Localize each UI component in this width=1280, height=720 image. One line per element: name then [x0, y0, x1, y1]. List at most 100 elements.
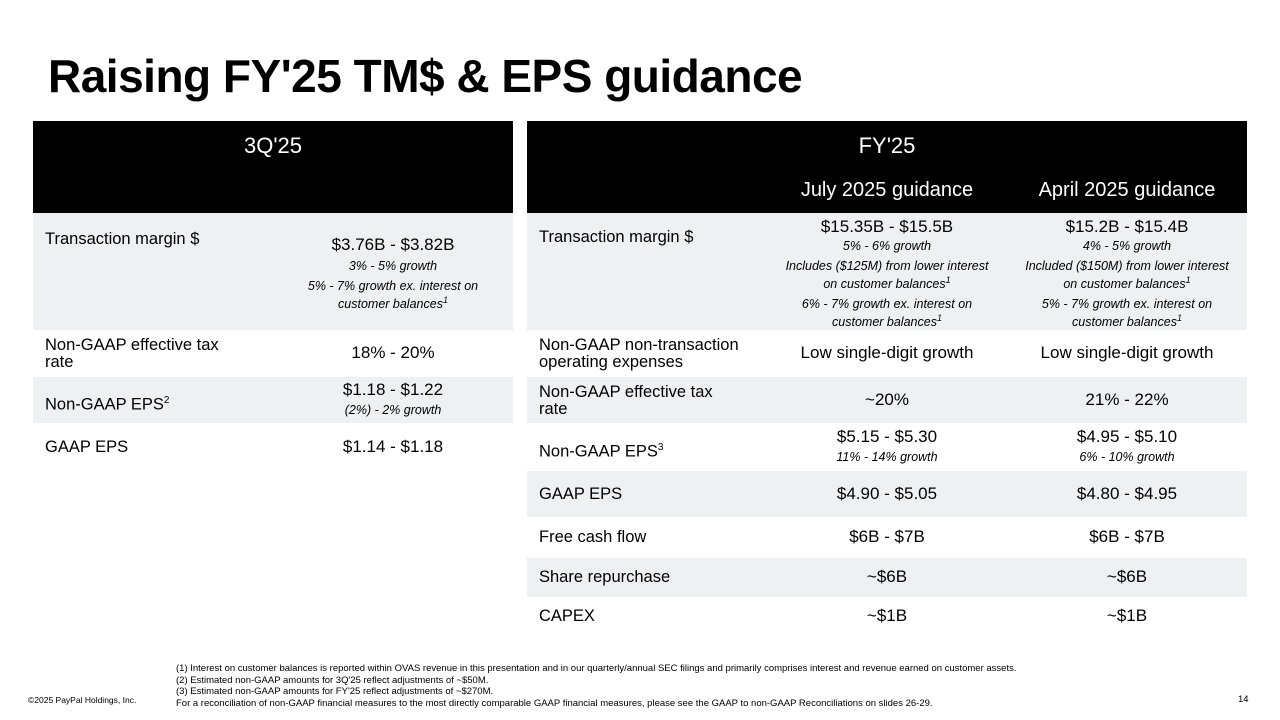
july-value-cell: ~$6B: [866, 567, 908, 586]
growth-note: 4% - 5% growth: [1082, 239, 1172, 253]
copyright: ©2025 PayPal Holdings, Inc.: [28, 695, 137, 705]
quarter-header: 3Q'25: [33, 121, 513, 213]
fiscal-year-header: FY'25 July 2025 guidance April 2025 guid…: [527, 121, 1247, 213]
note-text: customer balances: [338, 297, 443, 312]
footnote-2: (2) Estimated non-GAAP amounts for 3Q'25…: [176, 674, 489, 686]
april-value-cell: ~$6B: [1106, 567, 1148, 586]
reconciliation-note: For a reconciliation of non-GAAP financi…: [176, 697, 933, 709]
table-row-effective-tax-rate: Non-GAAP effective tax rate 18% - 20%: [33, 330, 513, 377]
july-value-cell: ~$1B: [866, 606, 908, 625]
footnote-ref: 1: [1176, 313, 1182, 324]
july-value-cell: Low single-digit growth: [800, 343, 974, 362]
note-text: customer balances: [1072, 315, 1177, 330]
row-label: Non-GAAP non-transaction operating expen…: [539, 337, 739, 371]
growth-note: 6% - 10% growth: [1079, 450, 1175, 464]
table-row-non-gaap-eps: Non-GAAP EPS2 $1.18 - $1.22 (2%) - 2% gr…: [33, 377, 513, 423]
value-cell: 18% - 20%: [351, 343, 435, 362]
row-label-line: Non-GAAP non-transaction: [539, 336, 739, 354]
value-cell: $1.18 - $1.22 (2%) - 2% growth: [273, 380, 513, 417]
row-label-line: rate: [45, 353, 74, 371]
table-row-capex: CAPEX ~$1B ~$1B: [527, 597, 1247, 637]
row-label-line: rate: [539, 400, 568, 418]
column-header-april-guidance: April 2025 guidance: [1038, 179, 1216, 201]
row-label: Non-GAAP effective tax rate: [45, 337, 219, 371]
april-value-cell: ~$1B: [1106, 606, 1148, 625]
row-label: Non-GAAP effective tax rate: [539, 384, 713, 418]
column-header-july-guidance: July 2025 guidance: [800, 179, 974, 201]
row-label: Free cash flow: [539, 528, 647, 546]
footnotes: (1) Interest on customer balances is rep…: [176, 663, 1206, 709]
july-value-cell: $5.15 - $5.30 11% - 14% growth: [767, 427, 1007, 464]
row-label: GAAP EPS: [539, 485, 623, 503]
value-text: $3.76B - $3.82B: [331, 235, 455, 254]
footnote-ref: 1: [1185, 275, 1191, 285]
row-label: Transaction margin $: [45, 230, 200, 248]
july-value-cell: $6B - $7B: [849, 527, 925, 546]
table-row-non-gaap-eps: Non-GAAP EPS3 $5.15 - $5.30 11% - 14% gr…: [527, 423, 1247, 471]
table-row-non-transaction-opex: Non-GAAP non-transaction operating expen…: [527, 330, 1247, 377]
interest-impact-note: Included ($150M) from lower interest: [1025, 259, 1229, 273]
row-label: Transaction margin $: [539, 228, 694, 246]
growth-ex-interest-note: 6% - 7% growth ex. interest on: [801, 297, 973, 312]
growth-note: 5% - 6% growth: [842, 239, 932, 253]
value-text: $5.15 - $5.30: [836, 427, 938, 446]
april-value-cell: $4.95 - $5.10 6% - 10% growth: [1007, 427, 1247, 464]
april-value-cell: $6B - $7B: [1089, 527, 1165, 546]
growth-ex-interest-note-cont: customer balances1: [1007, 311, 1247, 329]
value-cell: $3.76B - $3.82B 3% - 5% growth 5% - 7% g…: [273, 235, 513, 311]
row-label-line: operating expenses: [539, 353, 684, 371]
table-row-effective-tax-rate: Non-GAAP effective tax rate ~20% 21% - 2…: [527, 377, 1247, 423]
row-label: Share repurchase: [539, 568, 671, 586]
row-label: CAPEX: [539, 607, 595, 625]
april-value-cell: Low single-digit growth: [1040, 343, 1214, 362]
note-text: customer balances: [832, 315, 937, 330]
page-title: Raising FY'25 TM$ & EPS guidance: [48, 50, 803, 102]
footnote-1: (1) Interest on customer balances is rep…: [176, 663, 1017, 674]
growth-note: (2%) - 2% growth: [344, 403, 442, 417]
value-text: $15.35B - $15.5B: [820, 217, 954, 236]
table-row-transaction-margin: Transaction margin $ $3.76B - $3.82B 3% …: [33, 213, 513, 330]
note-text: on customer balances: [1063, 277, 1186, 292]
interest-impact-note-cont: on customer balances1: [767, 273, 1007, 291]
row-label-text: Non-GAAP EPS: [45, 395, 164, 414]
note-text: on customer balances: [823, 277, 946, 292]
interest-impact-note: Includes ($125M) from lower interest: [785, 259, 989, 273]
value-text: $4.95 - $5.10: [1076, 427, 1178, 446]
table-row-free-cash-flow: Free cash flow $6B - $7B $6B - $7B: [527, 517, 1247, 558]
growth-note: 11% - 14% growth: [836, 450, 938, 464]
quarter-period-label: 3Q'25: [243, 133, 303, 158]
table-row-transaction-margin: Transaction margin $ $15.35B - $15.5B 5%…: [527, 213, 1247, 330]
footnote-ref: 3: [657, 442, 664, 453]
row-label: Non-GAAP EPS3: [539, 439, 663, 461]
july-value-cell: $15.35B - $15.5B 5% - 6% growth Includes…: [767, 217, 1007, 329]
footnote-ref: 1: [936, 313, 942, 324]
footnote-ref: 2: [163, 395, 170, 406]
row-label-line: Non-GAAP effective tax: [45, 336, 219, 354]
fiscal-year-guidance-table: FY'25 July 2025 guidance April 2025 guid…: [527, 121, 1247, 637]
row-label-line: Non-GAAP effective tax: [539, 383, 713, 401]
value-text: $1.18 - $1.22: [342, 380, 444, 399]
april-value-cell: $15.2B - $15.4B 4% - 5% growth Included …: [1007, 217, 1247, 329]
page-number: 14: [1238, 694, 1249, 705]
row-label: Non-GAAP EPS2: [45, 392, 169, 414]
row-label-text: Non-GAAP EPS: [539, 442, 658, 461]
footnote-ref: 1: [442, 295, 448, 305]
quarter-guidance-table: 3Q'25 Transaction margin $ $3.76B - $3.8…: [33, 121, 513, 471]
fiscal-year-period-label: FY'25: [858, 133, 916, 158]
value-text: $15.2B - $15.4B: [1065, 217, 1189, 236]
value-cell: $1.14 - $1.18: [342, 437, 444, 456]
july-value-cell: ~20%: [865, 390, 909, 409]
interest-impact-note-cont: on customer balances1: [1007, 273, 1247, 291]
growth-ex-interest-note-cont: customer balances1: [273, 293, 513, 311]
july-value-cell: $4.90 - $5.05: [836, 484, 938, 503]
row-label: GAAP EPS: [45, 438, 129, 456]
growth-note: 3% - 5% growth: [348, 259, 438, 273]
growth-ex-interest-note-cont: customer balances1: [767, 311, 1007, 329]
growth-ex-interest-note: 5% - 7% growth ex. interest on: [307, 279, 479, 293]
table-row-share-repurchase: Share repurchase ~$6B ~$6B: [527, 558, 1247, 597]
table-row-gaap-eps: GAAP EPS $1.14 - $1.18: [33, 423, 513, 471]
april-value-cell: $4.80 - $4.95: [1076, 484, 1178, 503]
table-row-gaap-eps: GAAP EPS $4.90 - $5.05 $4.80 - $4.95: [527, 471, 1247, 517]
april-value-cell: 21% - 22%: [1085, 390, 1169, 409]
footnote-ref: 1: [945, 275, 951, 285]
